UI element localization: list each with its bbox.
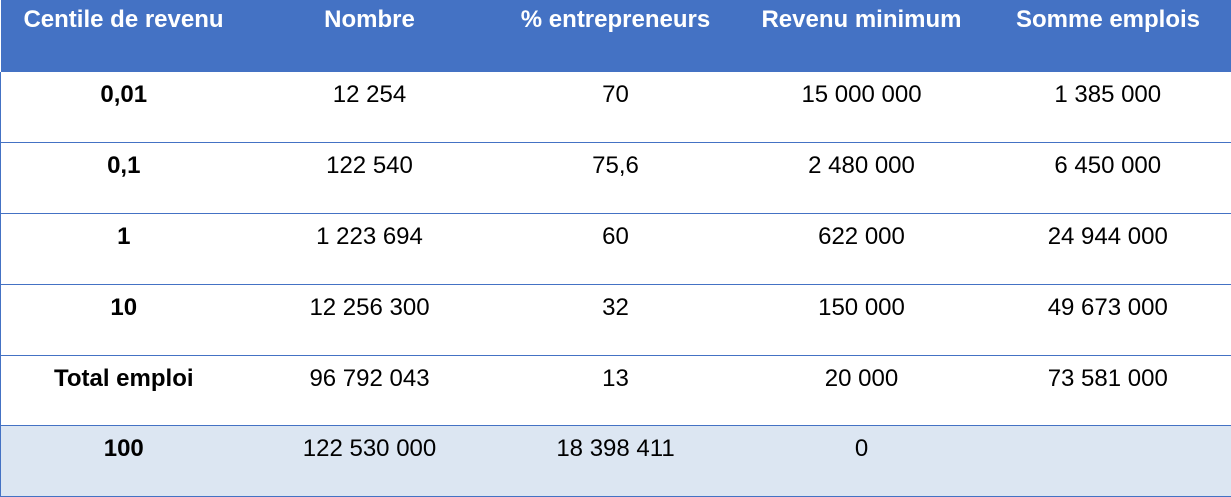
header-entrepreneurs: % entrepreneurs (492, 0, 739, 72)
table-row: Total emploi 96 792 043 13 20 000 73 581… (0, 355, 1231, 427)
cell-nombre: 96 792 043 (246, 355, 493, 427)
cell-entrepreneurs: 13 (492, 355, 739, 427)
cell-revenu-minimum: 622 000 (738, 213, 985, 285)
table-row: 1 1 223 694 60 622 000 24 944 000 (0, 213, 1231, 285)
cell-somme-emplois: 49 673 000 (984, 284, 1231, 356)
cell-entrepreneurs: 60 (492, 213, 739, 285)
header-centile: Centile de revenu (0, 0, 247, 72)
cell-entrepreneurs: 32 (492, 284, 739, 356)
cell-revenu-minimum: 0 (738, 425, 985, 497)
cell-nombre: 12 256 300 (246, 284, 493, 356)
cell-somme-emplois: 24 944 000 (984, 213, 1231, 285)
cell-somme-emplois: 6 450 000 (984, 142, 1231, 215)
cell-revenu-minimum: 20 000 (738, 355, 985, 427)
table-row: 10 12 256 300 32 150 000 49 673 000 (0, 284, 1231, 356)
cell-entrepreneurs: 70 (492, 72, 739, 144)
table-row: 100 122 530 000 18 398 411 0 (0, 425, 1231, 497)
header-nombre: Nombre (246, 0, 493, 72)
cell-centile: 0,1 (0, 142, 247, 215)
table-header-row: Centile de revenu Nombre % entrepreneurs… (0, 0, 1231, 72)
cell-nombre: 122 530 000 (246, 425, 493, 497)
cell-centile: 100 (0, 425, 247, 497)
cell-revenu-minimum: 15 000 000 (738, 72, 985, 144)
cell-revenu-minimum: 150 000 (738, 284, 985, 356)
cell-nombre: 1 223 694 (246, 213, 493, 285)
cell-nombre: 12 254 (246, 72, 493, 144)
cell-centile: 10 (0, 284, 247, 356)
header-somme-emplois: Somme emplois (984, 0, 1231, 72)
cell-revenu-minimum: 2 480 000 (738, 142, 985, 215)
cell-entrepreneurs: 18 398 411 (492, 425, 739, 497)
cell-centile: 0,01 (0, 72, 247, 144)
table-row: 0,01 12 254 70 15 000 000 1 385 000 (0, 72, 1231, 144)
cell-nombre: 122 540 (246, 142, 493, 215)
cell-entrepreneurs: 75,6 (492, 142, 739, 215)
cell-centile: 1 (0, 213, 247, 285)
header-revenu-minimum: Revenu minimum (738, 0, 985, 72)
cell-somme-emplois: 1 385 000 (984, 72, 1231, 144)
cell-somme-emplois (984, 425, 1231, 497)
cell-centile: Total emploi (0, 355, 247, 427)
table-row: 0,1 122 540 75,6 2 480 000 6 450 000 (0, 142, 1231, 215)
cell-somme-emplois: 73 581 000 (984, 355, 1231, 427)
